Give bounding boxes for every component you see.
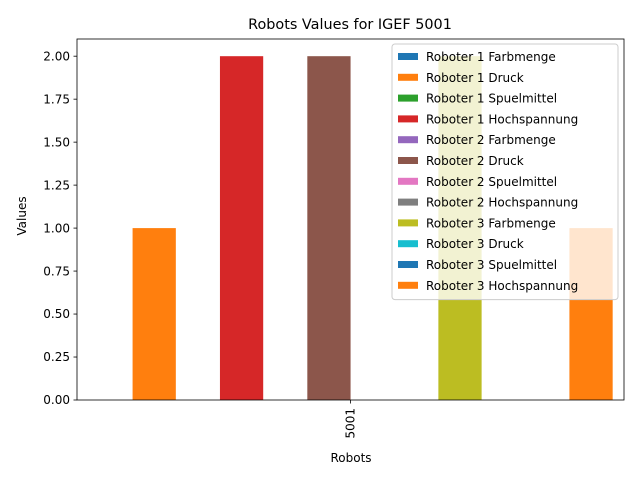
legend-swatch xyxy=(398,115,418,123)
x-tick-label: 5001 xyxy=(344,408,358,439)
bar-series-2 xyxy=(132,228,176,400)
legend-swatch xyxy=(398,157,418,164)
x-axis-label: Robots xyxy=(330,451,371,465)
legend-label: Roboter 3 Farbmenge xyxy=(426,216,556,230)
bar-series-6 xyxy=(307,56,351,400)
legend-swatch xyxy=(398,136,418,144)
legend-swatch xyxy=(398,73,418,81)
legend-label: Roboter 2 Hochspannung xyxy=(426,196,578,210)
legend: Roboter 1 Farbmenge Roboter 1 Druck Robote… xyxy=(391,43,619,301)
y-tick-label: 0.75 xyxy=(43,264,70,278)
legend-label: Roboter 1 Druck xyxy=(426,71,524,85)
axes-group: 0.00 0.25 0.50 0.75 1.00 1.25 1.50 1.75 2.00 5001 xyxy=(43,38,625,439)
legend-box xyxy=(391,43,619,301)
y-tick-label: 1.75 xyxy=(43,92,70,106)
legend-label: Roboter 3 Druck xyxy=(426,237,524,251)
legend-label: Roboter 2 Druck xyxy=(426,154,524,168)
y-tick-label: 2.00 xyxy=(43,49,70,63)
legend-swatch xyxy=(398,53,418,60)
legend-swatch xyxy=(398,240,418,248)
legend-label: Roboter 1 Spuelmittel xyxy=(426,92,557,106)
legend-label: Roboter 3 Hochspannung xyxy=(426,279,578,293)
bar-series-4 xyxy=(219,56,264,400)
legend-swatch xyxy=(398,177,418,185)
legend-swatch xyxy=(398,94,418,102)
legend-swatch xyxy=(398,219,418,227)
legend-label: Roboter 2 Farbmenge xyxy=(426,133,556,147)
y-tick-label: 1.00 xyxy=(43,221,70,235)
legend-label: Roboter 1 Hochspannung xyxy=(426,112,578,126)
y-tick-label: 1.50 xyxy=(43,135,70,149)
legend-swatch xyxy=(398,281,418,289)
y-tick-label: 1.25 xyxy=(43,178,70,192)
legend-swatch xyxy=(398,261,418,268)
legend-label: Roboter 2 Spuelmittel xyxy=(426,175,557,189)
y-tick-label: 0.50 xyxy=(43,307,70,321)
chart-title: Robots Values for IGEF 5001 xyxy=(248,17,452,33)
legend-label: Roboter 1 Farbmenge xyxy=(426,50,556,64)
legend-swatch xyxy=(398,198,418,206)
y-axis-label: Values xyxy=(15,196,29,235)
legend-label: Roboter 3 Spuelmittel xyxy=(426,258,557,272)
y-tick-label: 0.00 xyxy=(43,393,70,407)
y-tick-label: 0.25 xyxy=(43,350,70,364)
